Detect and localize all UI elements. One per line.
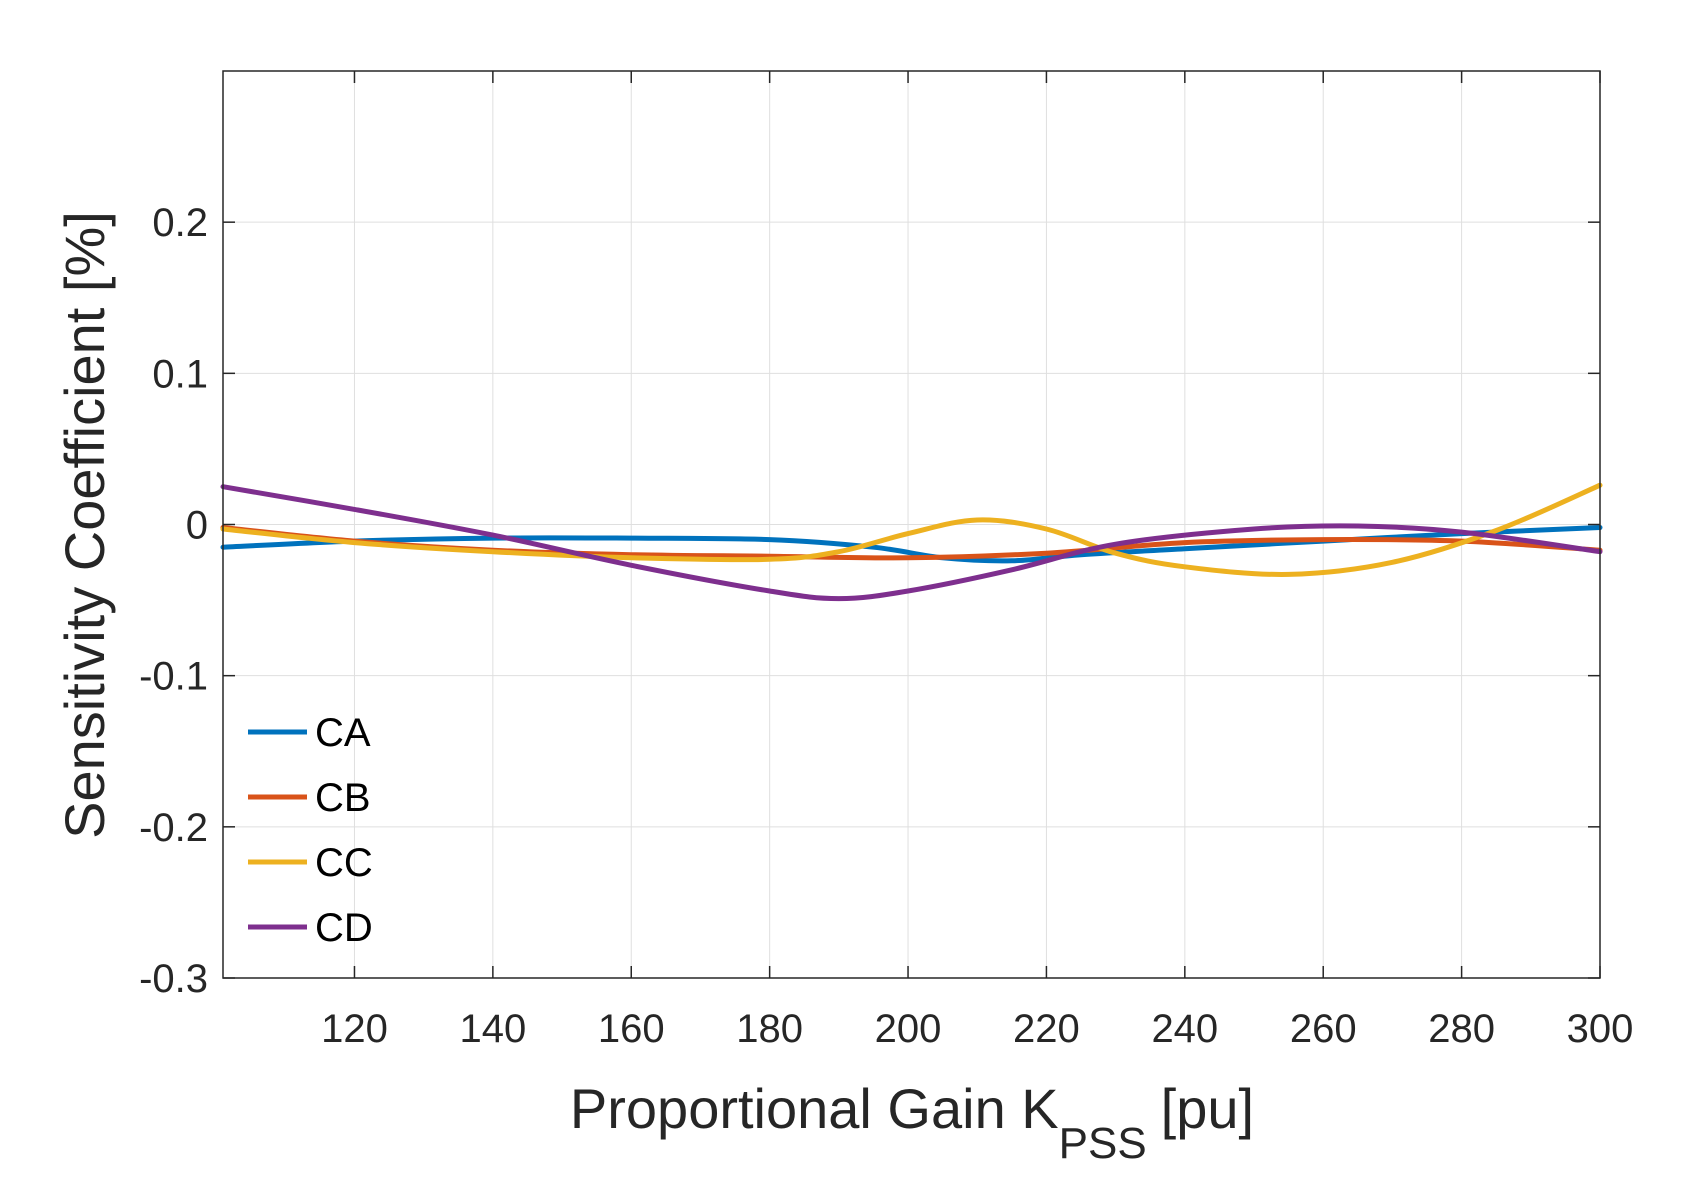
y-axis-tick-labels: 0.2 0.1 0 -0.1 -0.2 -0.3: [139, 201, 208, 1001]
x-axis-title-unit: [pu]: [1161, 1077, 1254, 1140]
series-line-cc: [220, 482, 1603, 577]
y-tick-label: 0.2: [152, 201, 208, 245]
x-tick-label: 200: [875, 1007, 942, 1051]
y-axis-title: Sensitivity Coefficient [%]: [53, 211, 116, 839]
axis-ticks: [223, 71, 1601, 979]
x-tick-label: 160: [598, 1007, 665, 1051]
y-tick-label: -0.3: [139, 957, 208, 1001]
x-axis-tick-labels: 120 140 160 180 200 220 240 260 280 300: [321, 1007, 1633, 1051]
series-lines: [220, 482, 1603, 602]
x-axis-title: Proportional Gain KPSS [pu]: [570, 1077, 1254, 1168]
x-tick-label: 180: [736, 1007, 803, 1051]
y-tick-label: 0: [186, 504, 208, 548]
x-tick-label: 260: [1290, 1007, 1357, 1051]
x-tick-label: 140: [459, 1007, 526, 1051]
x-tick-label: 220: [1013, 1007, 1080, 1051]
x-tick-label: 300: [1567, 1007, 1634, 1051]
legend: CA CB CC CD: [248, 711, 373, 950]
legend-label-cc: CC: [315, 841, 373, 885]
series-line-cd: [220, 484, 1603, 602]
legend-label-cb: CB: [315, 776, 371, 820]
legend-label-ca: CA: [315, 711, 371, 755]
x-tick-label: 120: [321, 1007, 388, 1051]
x-tick-label: 280: [1428, 1007, 1495, 1051]
y-tick-label: -0.2: [139, 806, 208, 850]
x-axis-title-main: Proportional Gain K: [570, 1077, 1059, 1140]
x-tick-label: 240: [1151, 1007, 1218, 1051]
y-tick-label: 0.1: [152, 352, 208, 396]
x-axis-title-subscript: PSS: [1059, 1119, 1147, 1168]
legend-label-cd: CD: [315, 906, 373, 950]
y-tick-label: -0.1: [139, 655, 208, 699]
